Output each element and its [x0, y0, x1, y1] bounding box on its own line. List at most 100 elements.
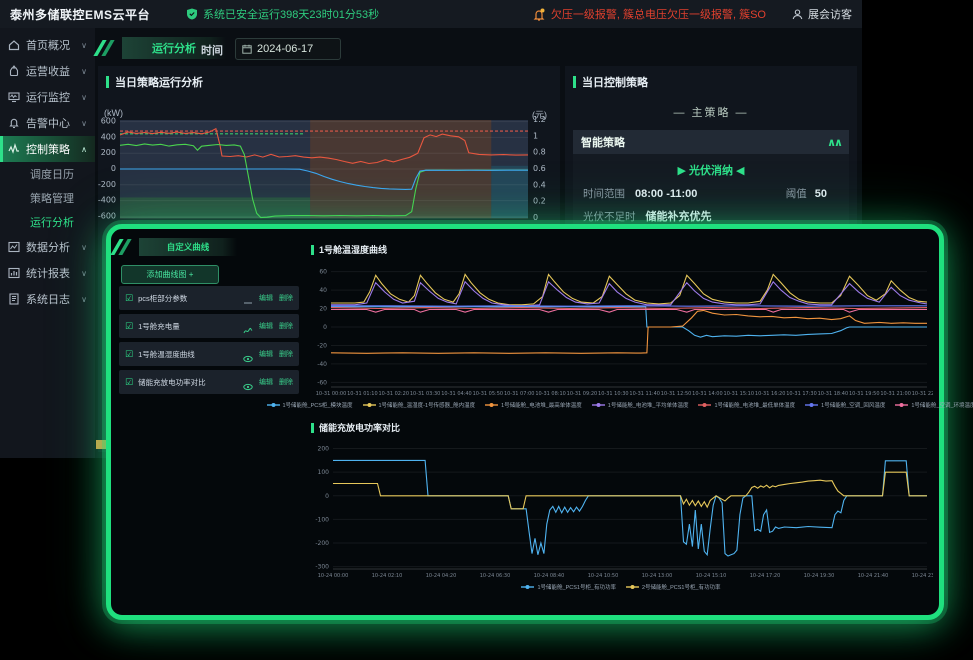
- date-value: 2024-06-17: [257, 43, 314, 55]
- legend-item[interactable]: 2号储能舱_PCS1号柜_有功功率: [626, 583, 721, 591]
- user-area[interactable]: 展会访客: [792, 6, 852, 22]
- delete-link[interactable]: 删除: [279, 295, 293, 302]
- alert-area[interactable]: 欠压一级报警, 簇总电压欠压一级报警, 簇SO: [532, 6, 766, 22]
- right-axis-unit: (元): [532, 110, 547, 120]
- curve-list-item[interactable]: ☑ pcs柜部分参数 编辑 删除: [119, 286, 299, 310]
- line-icon[interactable]: [243, 294, 253, 304]
- strategy-row: 时间范围 08:00 -11:00 阈值 50: [583, 186, 839, 201]
- legend-item[interactable]: 1号储能舱_电池堆_最高单体温度: [485, 401, 582, 409]
- time-label: 时间: [201, 45, 223, 57]
- sidebar-item-3[interactable]: 运行监控 ∨: [0, 84, 95, 110]
- svg-text:10-31 17:30: 10-31 17:30: [786, 391, 817, 397]
- svg-text:10-31 05:50: 10-31 05:50: [473, 391, 504, 397]
- revenue-icon: [8, 65, 20, 77]
- svg-text:-40: -40: [317, 361, 327, 368]
- svg-text:10-31 07:00: 10-31 07:00: [504, 391, 535, 397]
- svg-text:10-31 11:40: 10-31 11:40: [629, 391, 660, 397]
- check-icon[interactable]: ☑: [125, 376, 134, 387]
- legend-item[interactable]: 1号储能舱_电池堆_最低单体温度: [698, 401, 795, 409]
- curve-list-item[interactable]: ☑ 1号舱温湿度曲线 编辑 删除: [119, 342, 299, 366]
- legend-item[interactable]: 1号储能舱_电池堆_平均单体温度: [591, 401, 688, 409]
- add-curve-button[interactable]: 添加曲线图 +: [121, 265, 219, 284]
- calendar-icon: [242, 44, 252, 54]
- sidebar-subitem[interactable]: 策略管理: [30, 193, 74, 205]
- edit-link[interactable]: 编辑: [259, 295, 273, 302]
- chevron-down-icon: ∨: [81, 92, 87, 102]
- sidebar-item-4[interactable]: 告警中心 ∨: [0, 110, 95, 136]
- legend-item[interactable]: 1号储能舱_温湿度-1号传感器_舱内温度: [362, 401, 475, 409]
- svg-text:0.6: 0.6: [533, 164, 546, 173]
- eye-icon[interactable]: [243, 350, 253, 363]
- tab-custom-curve[interactable]: 自定义曲线: [110, 237, 237, 257]
- power-chart-title: 储能充放电功率对比: [319, 423, 401, 433]
- curve-list-item[interactable]: ☑ 储能充放电功率对比 编辑 删除: [119, 370, 299, 394]
- legend-item[interactable]: 1号储能舱_PCS1号柜_有功功率: [521, 583, 616, 591]
- eye-icon[interactable]: [243, 378, 253, 391]
- svg-text:0: 0: [323, 324, 327, 331]
- delete-link[interactable]: 删除: [279, 323, 293, 330]
- main-chart-title-row: 当日策略运行分析: [106, 74, 560, 90]
- sidebar-item-8[interactable]: 系统日志 ∨: [0, 286, 95, 312]
- run-status: 系统已安全运行398天23时01分53秒: [186, 6, 379, 22]
- check-icon[interactable]: ☑: [125, 320, 134, 331]
- legend-item[interactable]: 1号储能舱_空调_环境温度: [895, 401, 973, 409]
- curve-name: 1号舱温湿度曲线: [138, 349, 195, 359]
- legend-marker-icon: [805, 403, 819, 407]
- legend-item[interactable]: 1号储能舱_PCS柜_模块温度: [266, 401, 353, 409]
- threshold-value: 50: [814, 187, 827, 200]
- analysis-icon: [8, 241, 20, 253]
- curve-name: pcs柜部分参数: [138, 293, 188, 303]
- svg-text:-20: -20: [317, 342, 327, 349]
- svg-text:10-31 21:00: 10-31 21:00: [880, 391, 911, 397]
- sidebar-item-5[interactable]: 控制策略 ∧: [0, 136, 95, 162]
- sidebar-item-2[interactable]: 运营收益 ∨: [0, 58, 95, 84]
- sidebar-item-label: 数据分析: [26, 242, 70, 254]
- sidebar-item-7[interactable]: 统计报表 ∨: [0, 260, 95, 286]
- sidebar-subitem[interactable]: 运行分析: [30, 217, 74, 229]
- row-value: 储能补充优先: [645, 211, 712, 223]
- delete-link[interactable]: 删除: [279, 379, 293, 386]
- sidebar-subitem[interactable]: 调度日历: [30, 169, 74, 181]
- edit-link[interactable]: 编辑: [259, 351, 273, 358]
- svg-text:10-31 18:40: 10-31 18:40: [818, 391, 849, 397]
- sidebar-item-label: 控制策略: [26, 144, 70, 156]
- legend-marker-icon: [698, 403, 712, 407]
- svg-text:-100: -100: [315, 516, 329, 523]
- delete-link[interactable]: 删除: [279, 351, 293, 358]
- check-icon[interactable]: ☑: [125, 292, 134, 303]
- svg-text:10-24 04:20: 10-24 04:20: [426, 573, 457, 579]
- svg-text:10-31 00:00: 10-31 00:00: [316, 391, 347, 397]
- svg-text:10-24 06:30: 10-24 06:30: [480, 573, 511, 579]
- threshold-label: 阈值: [785, 188, 807, 200]
- smart-strategy-header[interactable]: 智能策略 ∧∧: [573, 130, 849, 154]
- collapse-icon[interactable]: ∧∧: [827, 136, 843, 149]
- svg-text:0: 0: [533, 213, 538, 222]
- sidebar-item-6[interactable]: 数据分析 ∨: [0, 234, 95, 260]
- edit-link[interactable]: 编辑: [259, 379, 273, 386]
- legend-marker-icon: [362, 403, 376, 407]
- check-icon[interactable]: ☑: [125, 348, 134, 359]
- svg-text:10-31 15:10: 10-31 15:10: [724, 391, 755, 397]
- legend-item[interactable]: 1号储能舱_空调_回风温度: [805, 401, 885, 409]
- legend-marker-icon: [626, 585, 639, 589]
- charge-discharge-chart: 200 100 0 -100 -200 -300 10-24 00:00 10-24 02:1…: [315, 446, 933, 579]
- curve-name: 储能充放电功率对比: [138, 377, 206, 387]
- svg-text:20: 20: [319, 306, 327, 313]
- svg-text:10-24 02:10: 10-24 02:10: [372, 573, 403, 579]
- shield-icon: [187, 8, 198, 20]
- svg-text:10-24 19:30: 10-24 19:30: [804, 573, 835, 579]
- curve-icon[interactable]: [243, 322, 253, 334]
- svg-text:10-31 01:10: 10-31 01:10: [347, 391, 378, 397]
- svg-text:10-31 09:20: 10-31 09:20: [567, 391, 598, 397]
- tab-custom-curve-label: 自定义曲线: [139, 238, 237, 256]
- curve-list-item[interactable]: ☑ 1号舱充电量 编辑 删除: [119, 314, 299, 338]
- hidden-legend-swatch: [96, 440, 109, 449]
- svg-text:200: 200: [101, 148, 116, 157]
- chevron-up-icon: ∧: [81, 144, 87, 154]
- date-picker[interactable]: 2024-06-17: [235, 38, 341, 60]
- edit-link[interactable]: 编辑: [259, 323, 273, 330]
- tab-run-analysis[interactable]: 运行分析: [93, 36, 226, 60]
- svg-text:600: 600: [101, 117, 116, 126]
- sidebar-item-1[interactable]: 首页概况 ∨: [0, 32, 95, 58]
